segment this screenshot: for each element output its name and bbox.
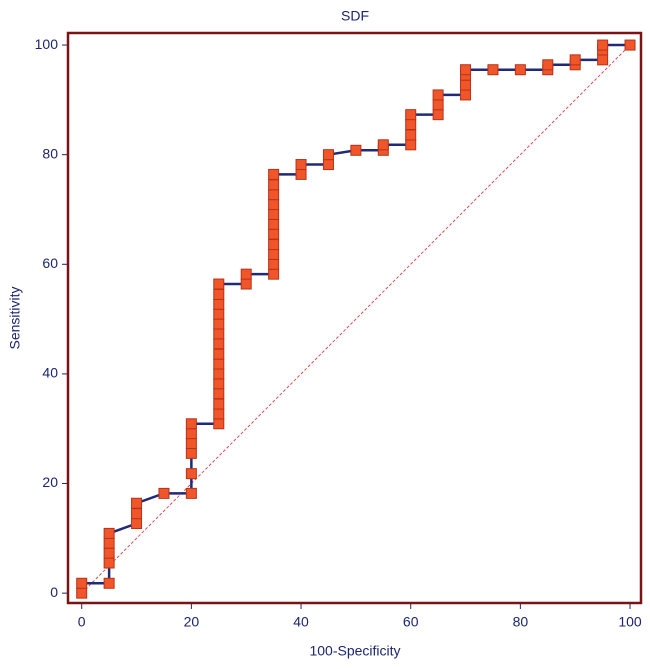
point-marker — [268, 239, 280, 251]
point-marker — [131, 508, 143, 520]
point-marker — [213, 358, 225, 370]
reference-line — [81, 44, 631, 594]
point-marker — [213, 338, 225, 350]
point-marker — [131, 497, 143, 509]
point-marker — [185, 487, 197, 499]
y-tick-label: 60 — [42, 255, 58, 271]
point-marker — [213, 278, 225, 290]
point-marker — [103, 557, 115, 569]
x-axis-label: 100-Specificity — [309, 643, 400, 659]
point-marker — [103, 547, 115, 559]
x-tick-label: 20 — [184, 614, 200, 630]
point-marker — [76, 587, 88, 599]
point-marker — [213, 368, 225, 380]
point-marker — [460, 89, 472, 101]
point-marker — [213, 318, 225, 330]
point-marker — [624, 39, 636, 51]
point-marker — [185, 438, 197, 450]
point-marker — [514, 64, 526, 76]
point-marker — [405, 139, 417, 151]
point-marker — [158, 487, 170, 499]
x-tick-label: 0 — [78, 614, 86, 630]
point-marker — [405, 109, 417, 121]
point-marker — [268, 258, 280, 270]
point-marker — [569, 54, 581, 66]
y-tick-label: 20 — [42, 474, 58, 490]
y-axis-label: Sensitivity — [7, 286, 23, 349]
x-tick-label: 40 — [293, 614, 309, 630]
point-marker — [213, 418, 225, 430]
point-marker — [377, 139, 389, 151]
point-marker — [213, 308, 225, 320]
point-marker — [268, 268, 280, 280]
chart-title: SDF — [341, 8, 369, 24]
point-marker — [213, 398, 225, 410]
point-marker — [268, 218, 280, 230]
point-marker — [268, 228, 280, 240]
point-marker — [213, 298, 225, 310]
point-marker — [405, 129, 417, 141]
x-tick-label: 80 — [513, 614, 529, 630]
point-marker — [213, 288, 225, 300]
point-marker — [103, 577, 115, 589]
point-marker — [103, 537, 115, 549]
point-marker — [185, 428, 197, 440]
plot-border — [66, 31, 643, 605]
x-tick-label: 60 — [403, 614, 419, 630]
x-tick-label: 100 — [618, 614, 642, 630]
point-marker — [350, 144, 362, 156]
point-marker — [295, 168, 307, 180]
point-marker — [213, 388, 225, 400]
point-marker — [268, 199, 280, 211]
y-tick-label: 100 — [35, 36, 59, 52]
point-marker — [185, 418, 197, 430]
point-marker — [240, 278, 252, 290]
point-marker — [268, 168, 280, 180]
y-tick-label: 0 — [50, 584, 58, 600]
point-marker — [460, 64, 472, 76]
point-marker — [103, 527, 115, 539]
y-tick-label: 80 — [42, 145, 58, 161]
point-marker — [185, 447, 197, 459]
point-marker — [432, 99, 444, 111]
point-marker — [597, 39, 609, 51]
point-marker — [268, 208, 280, 220]
point-marker — [76, 577, 88, 589]
point-marker — [268, 179, 280, 191]
point-marker — [131, 518, 143, 530]
y-tick-label: 40 — [42, 365, 58, 381]
point-marker — [487, 64, 499, 76]
point-marker — [213, 408, 225, 420]
point-marker — [295, 159, 307, 171]
point-marker — [213, 328, 225, 340]
point-marker — [185, 468, 197, 480]
point-marker — [322, 149, 334, 161]
point-marker — [213, 348, 225, 360]
point-marker — [542, 59, 554, 71]
point-marker — [240, 268, 252, 280]
point-marker — [405, 119, 417, 131]
point-marker — [213, 378, 225, 390]
point-marker — [268, 248, 280, 260]
point-marker — [432, 109, 444, 121]
point-marker — [322, 159, 334, 171]
point-marker — [432, 89, 444, 101]
point-marker — [597, 54, 609, 66]
point-marker — [460, 79, 472, 91]
point-marker — [268, 189, 280, 201]
